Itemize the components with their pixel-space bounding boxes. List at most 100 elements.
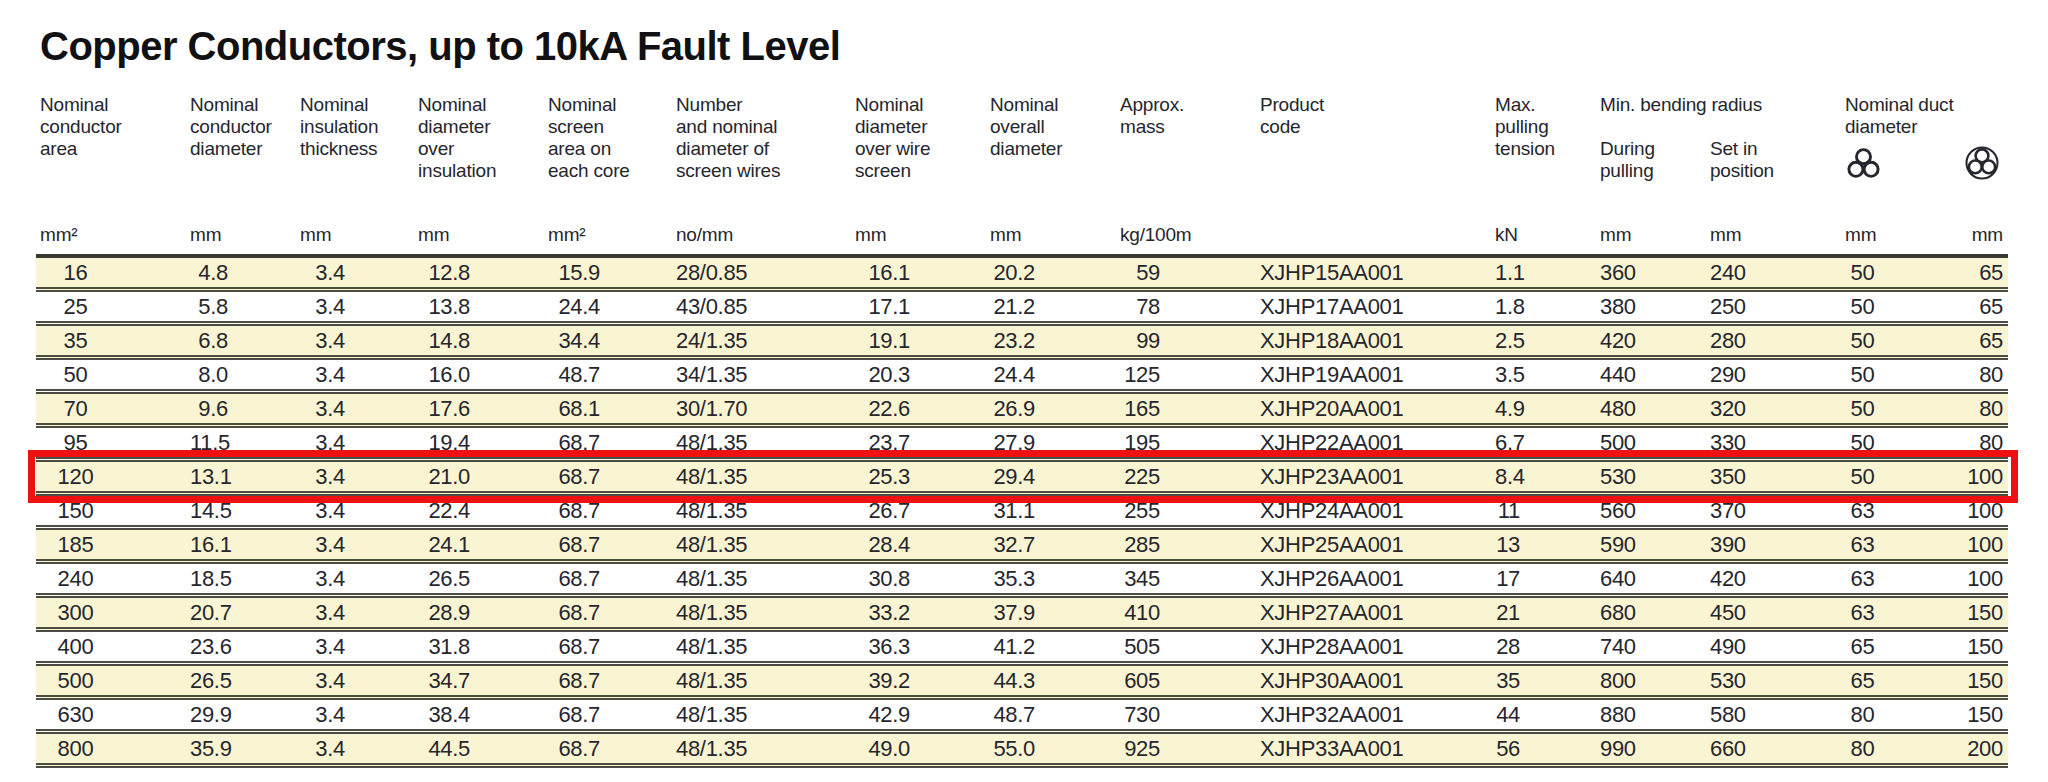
- table-cell: 3.4: [300, 562, 418, 596]
- table-cell: 50: [1820, 290, 1905, 324]
- table-cell: 5.8: [190, 290, 300, 324]
- table-cell: 25.3: [855, 460, 990, 494]
- table-cell: 400: [36, 630, 190, 664]
- table-row: 709.63.417.668.130/1.7022.626.9165XJHP20…: [36, 392, 2008, 426]
- table-cell: 925: [1120, 732, 1260, 766]
- unit-label: mm: [1820, 188, 1905, 256]
- table-row: 12013.13.421.068.748/1.3525.329.4225XJHP…: [36, 460, 2008, 494]
- table-cell: 28.9: [418, 596, 548, 630]
- table-cell: 27.9: [990, 426, 1120, 460]
- table-cell: 28.4: [855, 528, 990, 562]
- table-cell: 500: [1600, 426, 1710, 460]
- table-cell: 48/1.35: [676, 494, 855, 528]
- table-cell: 200: [1905, 732, 2008, 766]
- table-cell: 120: [36, 460, 190, 494]
- table-cell: 28: [1495, 630, 1600, 664]
- table-cell: XJHP17AA001: [1260, 290, 1495, 324]
- column-header-max-pulling-tension: Max.pullingtension: [1495, 92, 1600, 188]
- table-cell: 4.8: [190, 256, 300, 290]
- table-cell: 185: [36, 528, 190, 562]
- table-cell: 490: [1710, 630, 1820, 664]
- table-cell: 41.2: [990, 630, 1120, 664]
- table-cell: 530: [1710, 664, 1820, 698]
- table-cell: 3.4: [300, 630, 418, 664]
- table-cell: 95: [36, 426, 190, 460]
- table-cell: 11: [1495, 494, 1600, 528]
- table-cell: 48/1.35: [676, 664, 855, 698]
- column-header-approx-mass: Approx.mass: [1120, 92, 1260, 188]
- table-cell: XJHP20AA001: [1260, 392, 1495, 426]
- table-cell: 19.1: [855, 324, 990, 358]
- table-cell: 800: [36, 732, 190, 766]
- column-header-product-code: Productcode: [1260, 92, 1495, 188]
- table-cell: 3.4: [300, 528, 418, 562]
- table-cell: 24.4: [990, 358, 1120, 392]
- table-cell: 4.9: [1495, 392, 1600, 426]
- table-cell: 13: [1495, 528, 1600, 562]
- unit-label: mm: [1710, 188, 1820, 256]
- table-cell: 530: [1600, 460, 1710, 494]
- spec-table: Nominalconductorarea Nominalconductordia…: [36, 92, 2008, 768]
- table-cell: 63: [1820, 494, 1905, 528]
- table-cell: 730: [1120, 698, 1260, 732]
- table-cell: 80: [1905, 392, 2008, 426]
- table-cell: 13.1: [190, 460, 300, 494]
- table-cell: 800: [1600, 664, 1710, 698]
- table-cell: XJHP22AA001: [1260, 426, 1495, 460]
- table-cell: 68.7: [548, 664, 676, 698]
- table-cell: 24.1: [418, 528, 548, 562]
- unit-label: mm²: [548, 188, 676, 256]
- column-header-during-pulling: Duringpulling: [1600, 138, 1710, 188]
- table-cell: 410: [1120, 596, 1260, 630]
- table-cell: XJHP28AA001: [1260, 630, 1495, 664]
- table-cell: 68.7: [548, 494, 676, 528]
- column-group-min-bending-radius: Min. bending radius: [1600, 92, 1820, 138]
- table-header: Nominalconductorarea Nominalconductordia…: [36, 92, 2008, 256]
- table-cell: 44.3: [990, 664, 1120, 698]
- column-header-overall-diameter: Nominaloveralldiameter: [990, 92, 1120, 188]
- table-cell: 100: [1905, 528, 2008, 562]
- table-row: 356.83.414.834.424/1.3519.123.299XJHP18A…: [36, 324, 2008, 358]
- table-cell: 100: [1905, 460, 2008, 494]
- table-cell: 3.4: [300, 290, 418, 324]
- table-cell: 68.7: [548, 698, 676, 732]
- table-cell: 125: [1120, 358, 1260, 392]
- table-cell: 42.9: [855, 698, 990, 732]
- table-cell: 48.7: [990, 698, 1120, 732]
- table-cell: 18.5: [190, 562, 300, 596]
- table-cell: 55.0: [990, 732, 1120, 766]
- table-cell: XJHP24AA001: [1260, 494, 1495, 528]
- table-cell: 34.7: [418, 664, 548, 698]
- table-cell: 56: [1495, 732, 1600, 766]
- table-cell: XJHP18AA001: [1260, 324, 1495, 358]
- table-cell: 300: [36, 596, 190, 630]
- table-cell: 8.4: [1495, 460, 1600, 494]
- table-cell: 68.7: [548, 460, 676, 494]
- table-cell: 17.1: [855, 290, 990, 324]
- table-row: 9511.53.419.468.748/1.3523.727.9195XJHP2…: [36, 426, 2008, 460]
- table-cell: 68.7: [548, 732, 676, 766]
- table-cell: XJHP23AA001: [1260, 460, 1495, 494]
- table-cell: 24/1.35: [676, 324, 855, 358]
- table-cell: 50: [1820, 256, 1905, 290]
- table-cell: 68.7: [548, 562, 676, 596]
- table-cell: 1.8: [1495, 290, 1600, 324]
- unit-label: mm²: [36, 188, 190, 256]
- table-cell: 68.7: [548, 596, 676, 630]
- table-cell: 280: [1710, 324, 1820, 358]
- table-cell: 22.6: [855, 392, 990, 426]
- table-cell: 68.7: [548, 528, 676, 562]
- table-cell: 17: [1495, 562, 1600, 596]
- table-cell: 48/1.35: [676, 596, 855, 630]
- unit-label: mm: [1600, 188, 1710, 256]
- table-cell: 420: [1710, 562, 1820, 596]
- table-cell: 3.4: [300, 596, 418, 630]
- table-cell: 630: [36, 698, 190, 732]
- table-cell: 505: [1120, 630, 1260, 664]
- table-cell: 500: [36, 664, 190, 698]
- table-cell: 150: [1905, 596, 2008, 630]
- table-cell: 3.4: [300, 324, 418, 358]
- table-cell: 68.7: [548, 426, 676, 460]
- table-cell: 6.8: [190, 324, 300, 358]
- table-cell: 70: [36, 392, 190, 426]
